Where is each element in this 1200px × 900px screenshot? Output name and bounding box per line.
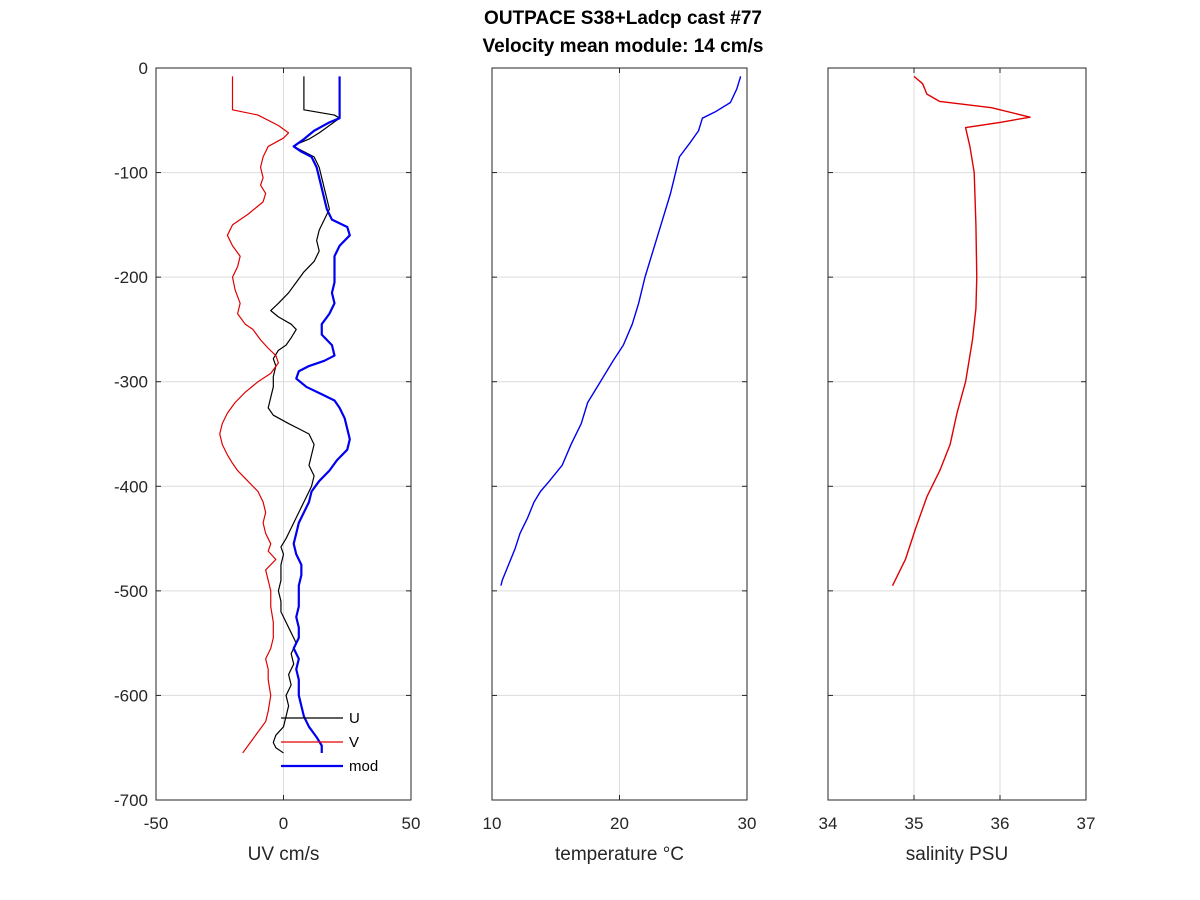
y-tick-label: -600 (114, 686, 148, 705)
x-tick-label: 10 (483, 814, 502, 833)
series-line-panel1 (500, 76, 742, 586)
legend-label-v: V (349, 734, 359, 751)
x-tick-label: 0 (279, 814, 288, 833)
x-tick-label: 37 (1077, 814, 1096, 833)
x-axis-label: salinity PSU (906, 844, 1008, 865)
axes-box (827, 67, 1087, 801)
x-tick-label: 20 (610, 814, 629, 833)
y-tick-label: -500 (114, 582, 148, 601)
x-tick-label: 35 (905, 814, 924, 833)
y-tick-label: -400 (114, 477, 148, 496)
x-tick-label: 30 (738, 814, 757, 833)
x-axis-label: temperature °C (555, 844, 684, 865)
y-tick-label: -300 (114, 373, 148, 392)
temperature-panel: 10 20 30 temperature °C (483, 67, 757, 865)
x-tick-label: 50 (402, 814, 421, 833)
series-line-panel2 (891, 75, 1031, 586)
series-line-u (267, 76, 341, 754)
series-line-v (219, 76, 290, 754)
x-tick-label: 34 (819, 814, 838, 833)
y-tick-label: -200 (114, 268, 148, 287)
x-tick-label: -50 (144, 814, 169, 833)
y-tick-label: -100 (114, 164, 148, 183)
figure-title-line2: Velocity mean module: 14 cm/s (483, 36, 764, 57)
legend-label-mod: mod (349, 758, 378, 775)
x-tick-label: 36 (991, 814, 1010, 833)
y-tick-label: -700 (114, 791, 148, 810)
x-axis-label: UV cm/s (248, 844, 320, 865)
figure-title-line1: OUTPACE S38+Ladcp cast #77 (484, 8, 762, 29)
series-line-mod (292, 76, 351, 753)
salinity-panel: 34 35 36 37 salinity PSU (819, 67, 1096, 865)
y-tick-label: 0 (139, 59, 148, 78)
legend-label-u: U (349, 710, 360, 727)
